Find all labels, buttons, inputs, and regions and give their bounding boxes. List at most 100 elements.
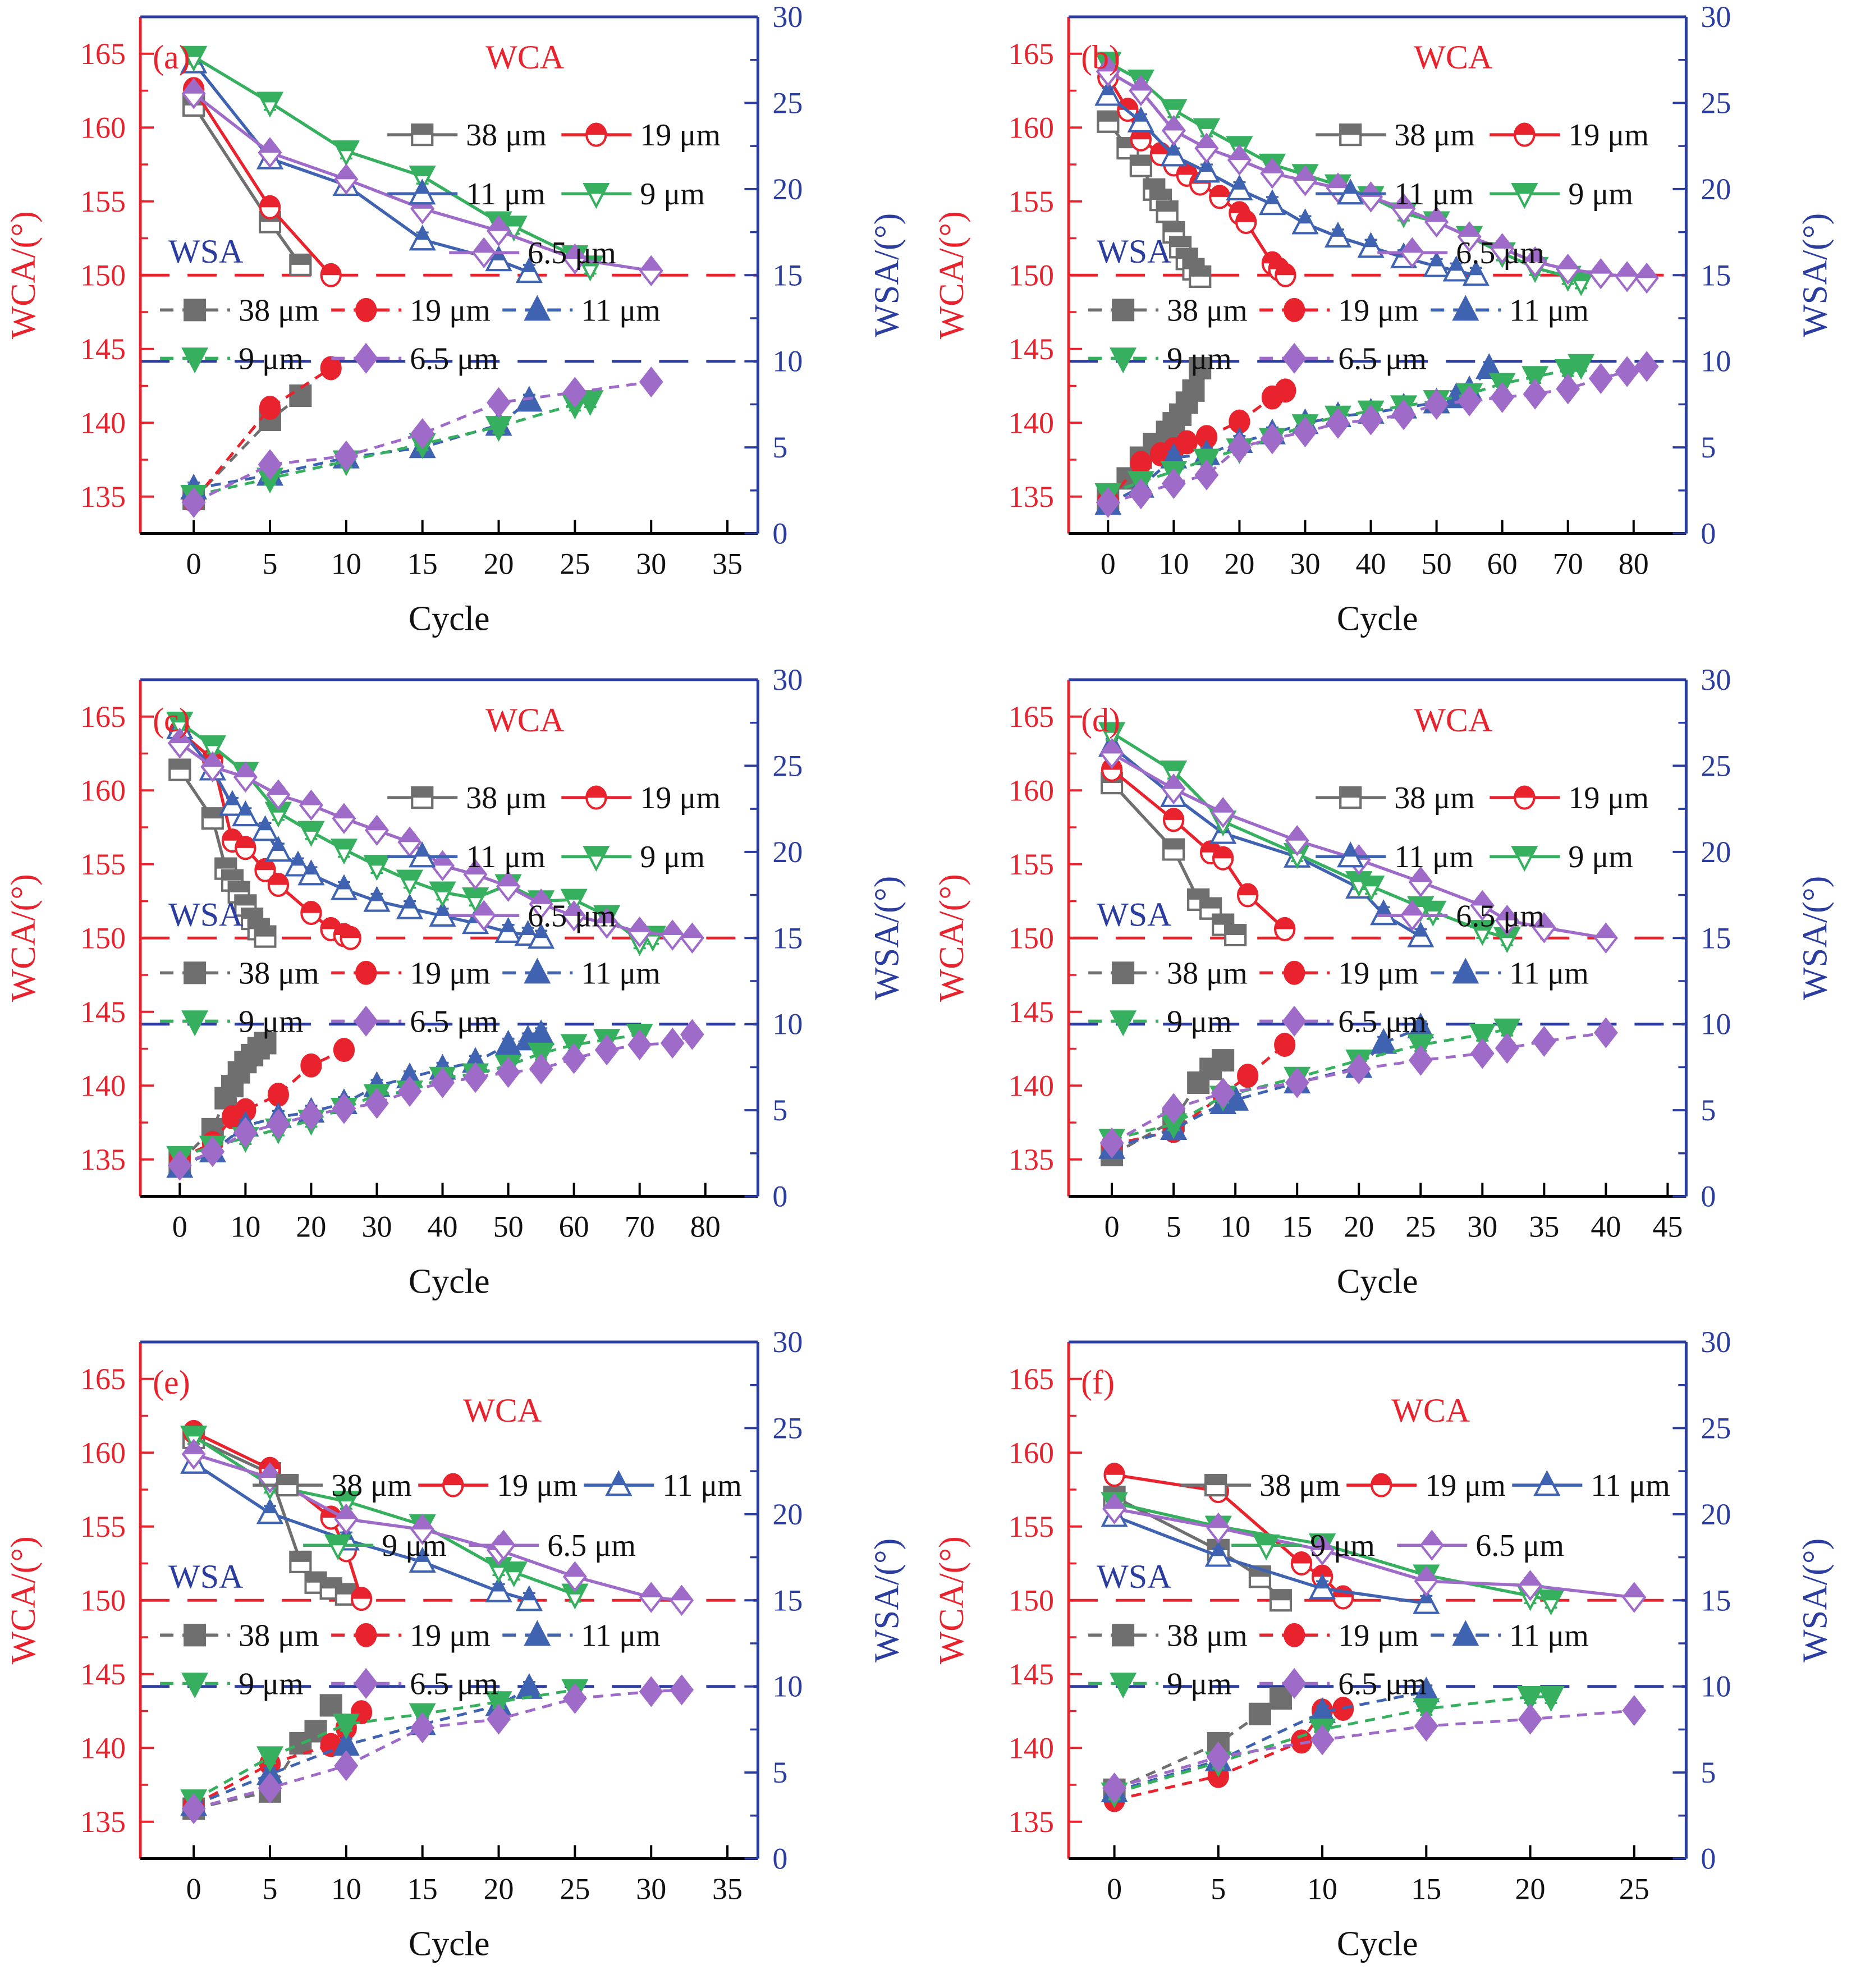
svg-text:25: 25 <box>560 547 590 581</box>
svg-text:20: 20 <box>1701 835 1731 869</box>
panel-b: 135 140 145 150 155 160 165 0 5 10 15 20 25 30 0 10 20 30… <box>928 0 1856 663</box>
svg-text:38 μm: 38 μm <box>466 118 547 153</box>
svg-text:WSA/(°): WSA/(°) <box>1796 1538 1834 1662</box>
svg-text:(d): (d) <box>1081 702 1120 739</box>
panel-c: 135 140 145 150 155 160 165 0 5 10 15 20 25 30 0 10 20 30… <box>0 663 928 1326</box>
svg-text:WSA/(°): WSA/(°) <box>868 876 906 1000</box>
svg-text:140: 140 <box>1009 406 1054 439</box>
svg-text:6.5 μm: 6.5 μm <box>528 899 616 933</box>
svg-text:20: 20 <box>1701 1497 1731 1531</box>
svg-text:11 μm: 11 μm <box>581 293 661 328</box>
svg-text:6.5 μm: 6.5 μm <box>1338 341 1427 376</box>
svg-text:35: 35 <box>712 547 743 581</box>
svg-text:9 μm: 9 μm <box>640 177 705 212</box>
svg-text:19 μm: 19 μm <box>410 1619 491 1653</box>
svg-text:9 μm: 9 μm <box>1167 1667 1232 1702</box>
svg-text:10: 10 <box>772 1007 803 1041</box>
svg-text:80: 80 <box>690 1210 721 1243</box>
svg-text:145: 145 <box>80 332 126 366</box>
svg-text:38 μm: 38 μm <box>1394 781 1475 816</box>
svg-text:30: 30 <box>361 1210 392 1243</box>
svg-text:30: 30 <box>772 0 803 34</box>
svg-text:15: 15 <box>407 547 438 581</box>
panel-e-chart: 135 140 145 150 155 160 165 0 5 10 15 20 25 30 0 5 10 15 2… <box>4 1325 906 1963</box>
svg-text:6.5 μm: 6.5 μm <box>1456 236 1545 271</box>
svg-text:135: 135 <box>80 480 126 514</box>
svg-text:(e): (e) <box>153 1364 190 1401</box>
panel-f: 135 140 145 150 155 160 165 0 5 10 15 20 25 30 0 5 10 15 2… <box>928 1325 1856 1988</box>
panel-a: 135 140 145 150 155 160 165 0 5 10 15 20 25 30 0 5 10 15 2… <box>0 0 928 663</box>
svg-text:5: 5 <box>772 430 787 464</box>
svg-text:160: 160 <box>80 111 126 144</box>
svg-text:WSA/(°): WSA/(°) <box>1796 213 1834 337</box>
svg-text:150: 150 <box>1009 1584 1054 1618</box>
svg-text:5: 5 <box>1701 1756 1716 1789</box>
svg-text:25: 25 <box>1701 749 1731 782</box>
svg-text:140: 140 <box>80 1069 126 1102</box>
svg-text:0: 0 <box>772 1842 787 1876</box>
svg-text:25: 25 <box>560 1872 590 1906</box>
svg-text:30: 30 <box>636 547 666 581</box>
svg-text:20: 20 <box>772 835 803 869</box>
svg-text:9 μm: 9 μm <box>239 1004 304 1039</box>
panel-a-chart: 135 140 145 150 155 160 165 0 5 10 15 20 25 30 0 5 10 15 2… <box>4 0 906 638</box>
svg-text:38 μm: 38 μm <box>1167 956 1248 991</box>
svg-text:WSA/(°): WSA/(°) <box>868 1538 906 1662</box>
svg-text:38 μm: 38 μm <box>331 1468 412 1503</box>
svg-text:38 μm: 38 μm <box>239 1619 319 1653</box>
svg-text:6.5 μm: 6.5 μm <box>410 341 498 376</box>
svg-text:WCA: WCA <box>485 39 564 76</box>
svg-text:19 μm: 19 μm <box>1568 781 1649 816</box>
svg-text:20: 20 <box>484 547 514 581</box>
svg-text:165: 165 <box>1009 1362 1054 1396</box>
svg-text:WSA: WSA <box>168 233 243 270</box>
svg-text:WSA: WSA <box>1097 1559 1171 1596</box>
svg-text:38 μm: 38 μm <box>239 956 319 991</box>
panel-d-chart: 135 140 145 150 155 160 165 0 5 10 15 20 25 30 0 5 10 15 2… <box>933 663 1834 1301</box>
svg-text:9 μm: 9 μm <box>1310 1529 1375 1564</box>
svg-text:155: 155 <box>1009 185 1054 218</box>
svg-text:15: 15 <box>1701 1584 1731 1618</box>
svg-text:70: 70 <box>625 1210 655 1243</box>
svg-text:9 μm: 9 μm <box>1568 177 1633 212</box>
svg-text:15: 15 <box>772 258 803 292</box>
svg-text:160: 160 <box>80 773 126 807</box>
svg-text:160: 160 <box>80 1436 126 1470</box>
svg-text:5: 5 <box>263 1872 278 1906</box>
svg-text:30: 30 <box>1467 1210 1497 1243</box>
svg-text:Cycle: Cycle <box>1336 1925 1418 1963</box>
svg-text:WSA/(°): WSA/(°) <box>1796 876 1834 1000</box>
svg-text:20: 20 <box>772 172 803 206</box>
svg-text:(f): (f) <box>1081 1364 1115 1401</box>
svg-text:50: 50 <box>493 1210 524 1243</box>
svg-text:20: 20 <box>1224 547 1254 581</box>
svg-text:10: 10 <box>772 1670 803 1703</box>
svg-text:150: 150 <box>1009 921 1054 955</box>
svg-text:25: 25 <box>1619 1872 1649 1906</box>
svg-text:50: 50 <box>1421 547 1451 581</box>
svg-text:135: 135 <box>1009 1805 1054 1839</box>
svg-text:11 μm: 11 μm <box>466 840 546 874</box>
svg-text:10: 10 <box>1158 547 1189 581</box>
svg-text:WCA/(°): WCA/(°) <box>933 211 971 339</box>
svg-text:19 μm: 19 μm <box>497 1468 578 1503</box>
svg-text:35: 35 <box>1529 1210 1559 1243</box>
svg-text:19 μm: 19 μm <box>410 293 491 328</box>
svg-text:25: 25 <box>772 1412 803 1445</box>
svg-text:(b): (b) <box>1081 39 1120 76</box>
svg-text:140: 140 <box>80 1732 126 1765</box>
svg-text:160: 160 <box>1009 1436 1054 1470</box>
svg-text:140: 140 <box>80 406 126 439</box>
svg-text:38 μm: 38 μm <box>1167 293 1248 328</box>
svg-text:6.5 μm: 6.5 μm <box>1338 1667 1427 1702</box>
svg-text:WSA: WSA <box>168 896 243 933</box>
svg-text:15: 15 <box>1701 258 1731 292</box>
svg-text:38 μm: 38 μm <box>1167 1619 1248 1653</box>
svg-text:6.5 μm: 6.5 μm <box>410 1004 498 1039</box>
svg-text:6.5 μm: 6.5 μm <box>1338 1004 1427 1039</box>
svg-text:(c): (c) <box>153 702 190 739</box>
svg-text:25: 25 <box>772 86 803 120</box>
svg-text:20: 20 <box>1344 1210 1374 1243</box>
svg-text:10: 10 <box>1701 1670 1731 1703</box>
svg-text:15: 15 <box>1701 921 1731 955</box>
